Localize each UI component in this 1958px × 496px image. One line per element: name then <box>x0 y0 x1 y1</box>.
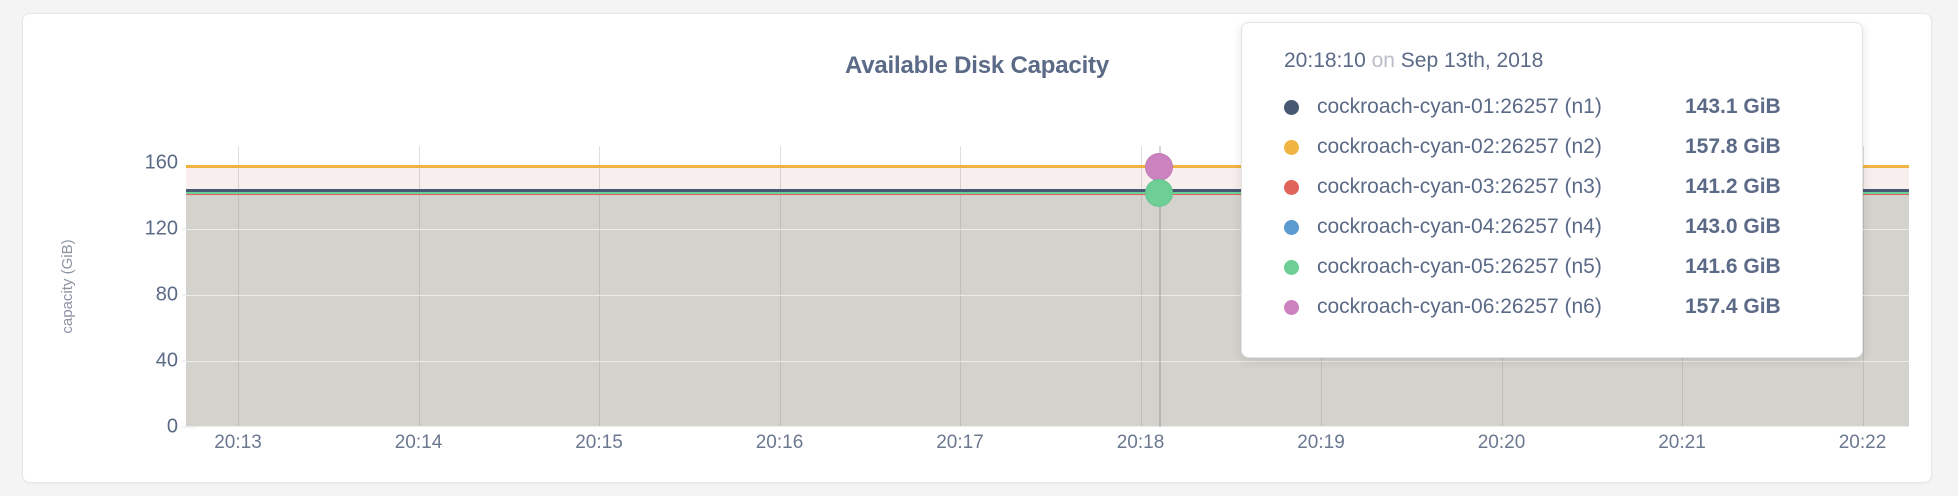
x-tick-label: 20:21 <box>1658 432 1706 453</box>
tooltip-series-value: 143.0 GiB <box>1685 215 1781 238</box>
legend-color-dot <box>1284 179 1299 195</box>
hover-cursor-line <box>1159 146 1162 427</box>
tooltip-series-label: cockroach-cyan-03:26257 (n3) <box>1317 175 1602 198</box>
series-line <box>186 164 1909 168</box>
gridline-horizontal <box>186 294 1909 296</box>
series-line <box>186 188 1909 192</box>
y-axis-ticks: 160 120 80 40 0 <box>78 146 196 438</box>
gridline-vertical <box>238 146 239 427</box>
legend-color-dot <box>1284 259 1299 275</box>
x-axis-ticks: 20:13 20:14 20:15 20:16 20:17 20:18 20:19 20:20… <box>186 432 1909 466</box>
hover-marker-dot <box>1145 152 1174 181</box>
x-tick-label: 20:20 <box>1477 432 1526 453</box>
gridline-vertical <box>599 146 600 427</box>
tooltip-series-label: cockroach-cyan-01:26257 (n1) <box>1317 95 1602 118</box>
series-line <box>186 191 1909 195</box>
x-tick-label: 20:19 <box>1297 432 1345 453</box>
gridline-horizontal <box>186 228 1909 230</box>
hover-marker-dot <box>1145 178 1174 207</box>
x-tick-label: 20:22 <box>1838 432 1887 453</box>
gridline-vertical <box>779 146 781 427</box>
legend-color-dot <box>1284 299 1299 315</box>
gridline-vertical <box>418 146 420 427</box>
y-tick-label: 120 <box>144 217 178 240</box>
x-tick-label: 20:16 <box>755 432 804 453</box>
legend-color-dot <box>1284 219 1299 235</box>
tooltip-series-value: 143.1 GiB <box>1685 95 1781 118</box>
tooltip-series-label: cockroach-cyan-05:26257 (n5) <box>1317 255 1602 278</box>
y-tick-label: 160 <box>144 151 178 174</box>
gridline-horizontal <box>186 360 1909 362</box>
x-tick-label: 20:17 <box>936 432 984 453</box>
gridline-vertical <box>960 146 961 427</box>
gridline-vertical <box>1140 146 1142 427</box>
x-tick-label: 20:14 <box>394 432 443 453</box>
tooltip-row: cockroach-cyan-06:26257 (n6) 157.4 GiB <box>1284 287 1828 327</box>
tooltip-series-label: cockroach-cyan-04:26257 (n4) <box>1317 215 1602 238</box>
x-tick-label: 20:15 <box>575 432 623 453</box>
chart-card: Available Disk Capacity capacity (GiB) 1… <box>22 13 1932 483</box>
y-tick-label: 80 <box>155 283 178 306</box>
y-axis-label: capacity (GiB) <box>59 239 76 334</box>
page-title: Available Disk Capacity <box>845 52 1109 79</box>
tooltip-series-label: cockroach-cyan-02:26257 (n2) <box>1317 135 1602 158</box>
gridline-vertical <box>1862 146 1864 427</box>
y-tick-label: 40 <box>155 349 178 372</box>
tooltip-row: cockroach-cyan-02:26257 (n2) 157.8 GiB <box>1284 127 1828 167</box>
tooltip-rows: cockroach-cyan-01:26257 (n1) 143.1 GiB coc… <box>1284 87 1828 327</box>
tooltip-series-value: 157.4 GiB <box>1685 295 1781 318</box>
tooltip-row: cockroach-cyan-04:26257 (n4) 143.0 GiB <box>1284 207 1828 247</box>
tooltip-series-value: 157.8 GiB <box>1685 135 1781 158</box>
hover-tooltip: 20:18:10 on Sep 13th, 2018 cockroach-cya… <box>1241 22 1863 358</box>
y-tick-dash <box>182 426 196 428</box>
x-tick-label: 20:13 <box>214 432 262 453</box>
tooltip-time: 20:18:10 <box>1284 49 1366 72</box>
tooltip-date: Sep 13th, 2018 <box>1400 49 1544 72</box>
tooltip-row: cockroach-cyan-05:26257 (n5) 141.6 GiB <box>1284 247 1828 287</box>
tooltip-on-word: on <box>1371 49 1395 72</box>
tooltip-row: cockroach-cyan-03:26257 (n3) 141.2 GiB <box>1284 167 1828 207</box>
legend-color-dot <box>1284 99 1299 115</box>
x-tick-label: 20:18 <box>1116 432 1165 453</box>
tooltip-series-label: cockroach-cyan-06:26257 (n6) <box>1317 295 1602 318</box>
legend-color-dot <box>1284 139 1299 155</box>
gridline-horizontal <box>186 426 1909 427</box>
tooltip-header: 20:18:10 on Sep 13th, 2018 <box>1284 49 1828 73</box>
tooltip-series-value: 141.6 GiB <box>1685 255 1781 278</box>
tooltip-series-value: 141.2 GiB <box>1685 175 1781 198</box>
y-tick-label: 0 <box>166 415 178 438</box>
tooltip-row: cockroach-cyan-01:26257 (n1) 143.1 GiB <box>1284 87 1828 127</box>
